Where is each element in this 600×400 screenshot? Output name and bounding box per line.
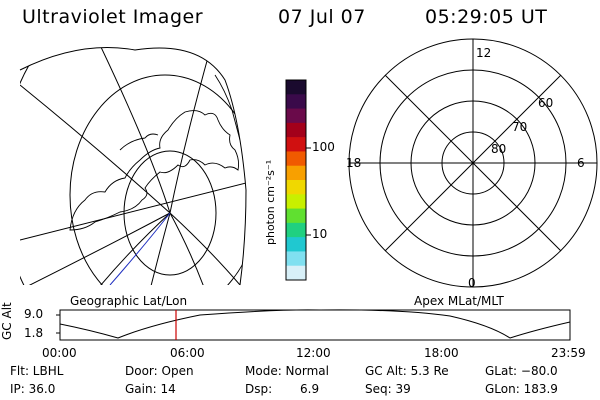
gc-alt-info: GC Alt: 5.3 Re xyxy=(365,364,449,378)
dsp-value: 6.9 xyxy=(300,382,320,396)
color-bar-frame xyxy=(285,79,307,281)
altitude-xtick: 06:00 xyxy=(170,346,205,360)
color-bar-segment xyxy=(286,122,306,138)
color-bar-segment xyxy=(286,165,306,181)
mlt-label-6: 6 xyxy=(577,156,585,170)
meridian-line xyxy=(99,47,206,285)
polar-plot xyxy=(348,38,598,288)
lat-label-70: 70 xyxy=(512,120,528,134)
coastline xyxy=(69,110,240,231)
altitude-panel xyxy=(56,309,571,341)
color-bar-segment xyxy=(286,137,306,152)
dsp-label: Dsp: xyxy=(245,382,273,396)
altitude-ylabel: GC Alt xyxy=(0,302,14,340)
app-title: Ultraviolet Imager xyxy=(22,6,204,28)
fov-edge xyxy=(19,47,247,286)
coastline xyxy=(119,133,159,151)
color-bar-segment xyxy=(286,194,306,210)
lat-circle-mid xyxy=(69,74,246,285)
meridian-line xyxy=(20,181,246,241)
gain-info: Gain: 14 xyxy=(125,382,176,396)
glat-info: GLat: −80.0 xyxy=(485,364,558,378)
geographic-label: Geographic Lat/Lon xyxy=(70,294,188,308)
altitude-frame xyxy=(59,309,571,341)
polar-diagonal xyxy=(384,74,562,252)
date-label: 07 Jul 07 xyxy=(278,6,366,28)
color-bar-segment xyxy=(286,222,306,238)
seq-info: Seq: 39 xyxy=(365,382,411,396)
altitude-curve xyxy=(59,309,571,339)
mode-info: Mode: Normal xyxy=(245,364,329,378)
color-bar-segment xyxy=(286,237,306,252)
altitude-xtick: 23:59 xyxy=(551,346,586,360)
altitude-xtick: 00:00 xyxy=(42,346,77,360)
glon-info: GLon: 183.9 xyxy=(485,382,558,396)
door-info: Door: Open xyxy=(125,364,194,378)
color-bar-segment xyxy=(286,108,306,124)
lat-circle-inner xyxy=(123,150,217,276)
lat-label-60: 60 xyxy=(538,96,554,110)
altitude-ytick: 9.0 xyxy=(24,307,44,321)
color-bar-segment xyxy=(286,265,306,281)
ip-info: IP: 36.0 xyxy=(10,382,56,396)
color-bar-segment xyxy=(286,151,306,167)
mlt-label-12: 12 xyxy=(476,46,492,60)
color-bar-segment xyxy=(286,94,306,110)
meridian-line xyxy=(20,84,241,285)
color-bar-segment xyxy=(286,180,306,195)
mlt-label-0: 0 xyxy=(468,276,476,290)
color-bar xyxy=(286,80,306,281)
color-bar-segment xyxy=(286,251,306,267)
altitude-xtick: 18:00 xyxy=(424,346,459,360)
altitude-xtick: 12:00 xyxy=(296,346,331,360)
filter-info: Flt: LBHL xyxy=(10,364,64,378)
color-bar-segment xyxy=(286,80,306,95)
time-label: 05:29:05 UT xyxy=(425,6,548,28)
color-bar-segment xyxy=(286,208,306,224)
lat-label-80: 80 xyxy=(491,142,507,156)
mlt-label-18: 18 xyxy=(346,156,362,170)
colorbar-tick-label: 10 xyxy=(312,227,328,241)
meridian-line xyxy=(20,212,171,285)
satellite-track xyxy=(109,212,171,285)
colorbar-units: photon cm⁻²s⁻¹ xyxy=(264,159,277,245)
apex-label: Apex MLat/MLT xyxy=(414,294,504,308)
coastline xyxy=(214,74,241,141)
altitude-ytick: 1.8 xyxy=(24,326,44,340)
geographic-map xyxy=(19,47,247,286)
meridian-line xyxy=(94,212,171,285)
colorbar-tick-label: 100 xyxy=(312,140,335,154)
meridian-line xyxy=(149,49,211,285)
